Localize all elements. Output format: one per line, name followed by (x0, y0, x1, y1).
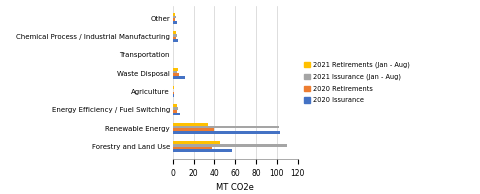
Bar (173, 144, 287, 147)
X-axis label: MT CO2e: MT CO2e (216, 183, 254, 192)
Bar (173, 147, 212, 149)
Bar (173, 18, 175, 21)
Bar (173, 71, 177, 73)
Bar (173, 21, 177, 24)
Bar (173, 110, 177, 113)
Bar (173, 126, 279, 128)
Bar (173, 13, 175, 16)
Bar (173, 37, 176, 39)
Bar (173, 128, 215, 131)
Bar (173, 104, 177, 107)
Bar (173, 123, 208, 126)
Bar (173, 113, 180, 115)
Bar (173, 141, 219, 144)
Bar (173, 31, 176, 34)
Bar (173, 73, 179, 76)
Bar (173, 76, 185, 79)
Bar (173, 39, 178, 42)
Bar (173, 86, 174, 89)
Bar (173, 16, 176, 18)
Bar (173, 107, 178, 110)
Bar (173, 92, 174, 94)
Bar (173, 149, 232, 152)
Legend: 2021 Retirements (Jan - Aug), 2021 Issurance (Jan - Aug), 2020 Retirements, 2020: 2021 Retirements (Jan - Aug), 2021 Issur… (302, 61, 411, 104)
Bar (173, 131, 280, 134)
Bar (173, 68, 178, 71)
Bar (173, 94, 174, 97)
Bar (173, 34, 177, 37)
